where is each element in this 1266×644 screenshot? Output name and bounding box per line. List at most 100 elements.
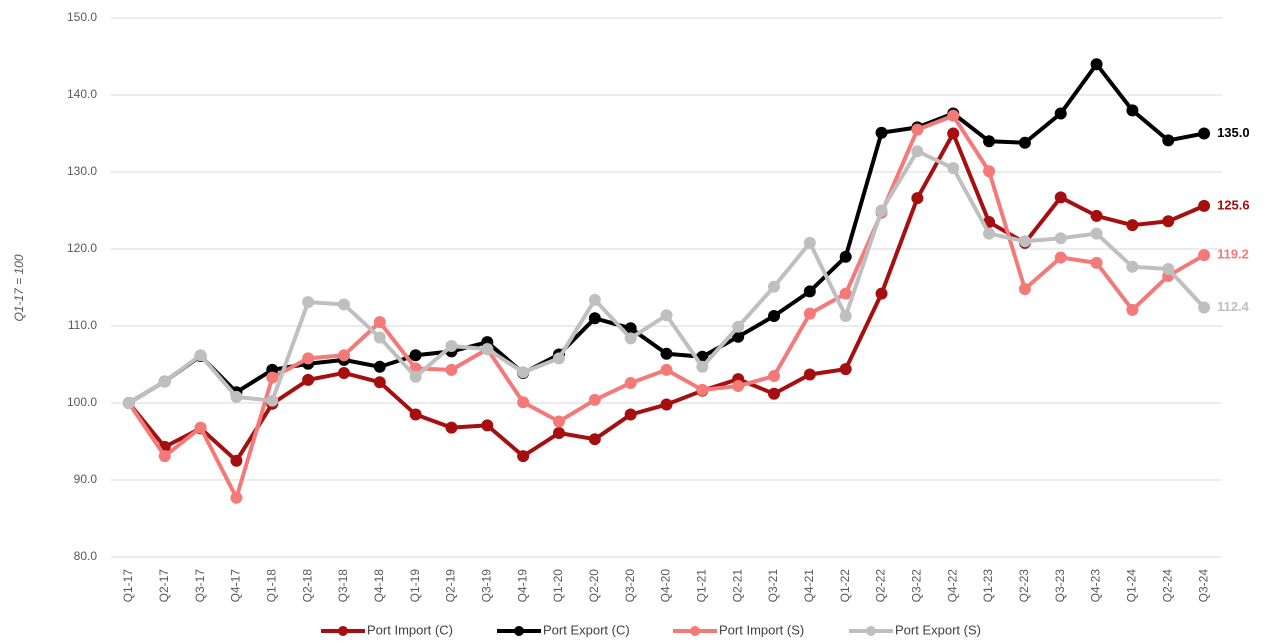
- point: [1090, 227, 1103, 240]
- point: [552, 415, 565, 428]
- x-tick-label: Q3-22: [910, 569, 924, 603]
- legend-label: Port Export (C): [543, 622, 630, 637]
- point: [875, 287, 888, 300]
- point: [194, 349, 207, 362]
- point: [1162, 215, 1175, 228]
- x-tick-label: Q3-19: [479, 569, 493, 603]
- point: [1198, 301, 1211, 314]
- point: [230, 390, 243, 403]
- point: [803, 236, 816, 249]
- point: [266, 371, 279, 384]
- point: [409, 370, 422, 383]
- point: [158, 375, 171, 388]
- point: [768, 309, 781, 322]
- value-label: 135.0: [1217, 125, 1250, 140]
- point: [660, 347, 673, 360]
- y-tick-label: 150.0: [67, 10, 97, 24]
- point: [839, 287, 852, 300]
- y-tick-label: 140.0: [67, 87, 97, 101]
- point: [1054, 232, 1067, 245]
- point: [230, 491, 243, 504]
- point: [1126, 104, 1139, 117]
- y-axis-label: Q1-17 = 100: [12, 254, 26, 321]
- point: [445, 363, 458, 376]
- x-tick-label: Q4-19: [515, 569, 529, 603]
- x-tick-label: Q3-17: [193, 569, 207, 603]
- point: [302, 373, 315, 386]
- point: [230, 454, 243, 467]
- legend-marker: [866, 626, 876, 636]
- point: [552, 352, 565, 365]
- point: [1018, 283, 1031, 296]
- x-tick-label: Q2-23: [1017, 569, 1031, 603]
- point: [768, 280, 781, 293]
- value-label: 112.4: [1217, 299, 1250, 314]
- x-tick-label: Q2-19: [444, 569, 458, 603]
- series-line: [127, 131, 1205, 463]
- x-tick-label: Q3-23: [1053, 569, 1067, 603]
- x-tick-label: Q4-20: [659, 569, 673, 603]
- point: [1054, 191, 1067, 204]
- x-tick-label: Q4-21: [802, 569, 816, 603]
- point: [660, 363, 673, 376]
- point: [517, 450, 530, 463]
- point: [732, 380, 745, 393]
- point: [302, 352, 315, 365]
- point: [947, 109, 960, 122]
- legend-label: Port Import (S): [719, 622, 804, 637]
- point: [947, 127, 960, 140]
- x-tick-label: Q4-22: [945, 569, 959, 603]
- point: [983, 165, 996, 178]
- x-tick-label: Q2-18: [300, 569, 314, 603]
- point: [839, 363, 852, 376]
- point: [947, 162, 960, 175]
- series-line: [127, 113, 1206, 500]
- x-tick-label: Q1-17: [121, 569, 135, 603]
- x-tick-label: Q2-24: [1160, 569, 1174, 603]
- point: [911, 123, 924, 136]
- point: [373, 360, 386, 373]
- point: [732, 330, 745, 343]
- point: [983, 135, 996, 148]
- point: [660, 398, 673, 411]
- point: [696, 360, 709, 373]
- point: [624, 408, 637, 421]
- legend-label: Port Export (S): [895, 622, 981, 637]
- legend-marker: [690, 626, 700, 636]
- x-tick-label: Q1-19: [408, 569, 422, 603]
- x-tick-label: Q1-24: [1125, 569, 1139, 603]
- x-tick-label: Q4-23: [1089, 569, 1103, 603]
- point: [588, 312, 601, 325]
- x-tick-label: Q1-22: [838, 569, 852, 603]
- value-label: 119.2: [1217, 247, 1249, 262]
- point: [409, 349, 422, 362]
- point: [911, 192, 924, 205]
- point: [1198, 199, 1211, 212]
- point: [194, 421, 207, 434]
- point: [588, 293, 601, 306]
- point: [1126, 260, 1139, 273]
- point: [624, 376, 637, 389]
- y-tick-label: 80.0: [74, 549, 98, 563]
- y-tick-label: 90.0: [74, 472, 98, 486]
- point: [1054, 107, 1067, 120]
- point: [839, 250, 852, 263]
- point: [732, 320, 745, 333]
- point: [696, 383, 709, 396]
- point: [875, 126, 888, 139]
- point: [768, 387, 781, 400]
- point: [337, 366, 350, 379]
- point: [373, 376, 386, 389]
- point: [911, 145, 924, 158]
- point: [266, 394, 279, 407]
- x-tick-label: Q3-24: [1196, 569, 1210, 603]
- point: [1198, 127, 1211, 140]
- point: [445, 421, 458, 434]
- point: [337, 298, 350, 311]
- point: [1090, 58, 1103, 71]
- point: [1054, 251, 1067, 264]
- x-tick-label: Q4-18: [372, 569, 386, 603]
- x-tick-label: Q2-21: [730, 569, 744, 603]
- point: [445, 340, 458, 353]
